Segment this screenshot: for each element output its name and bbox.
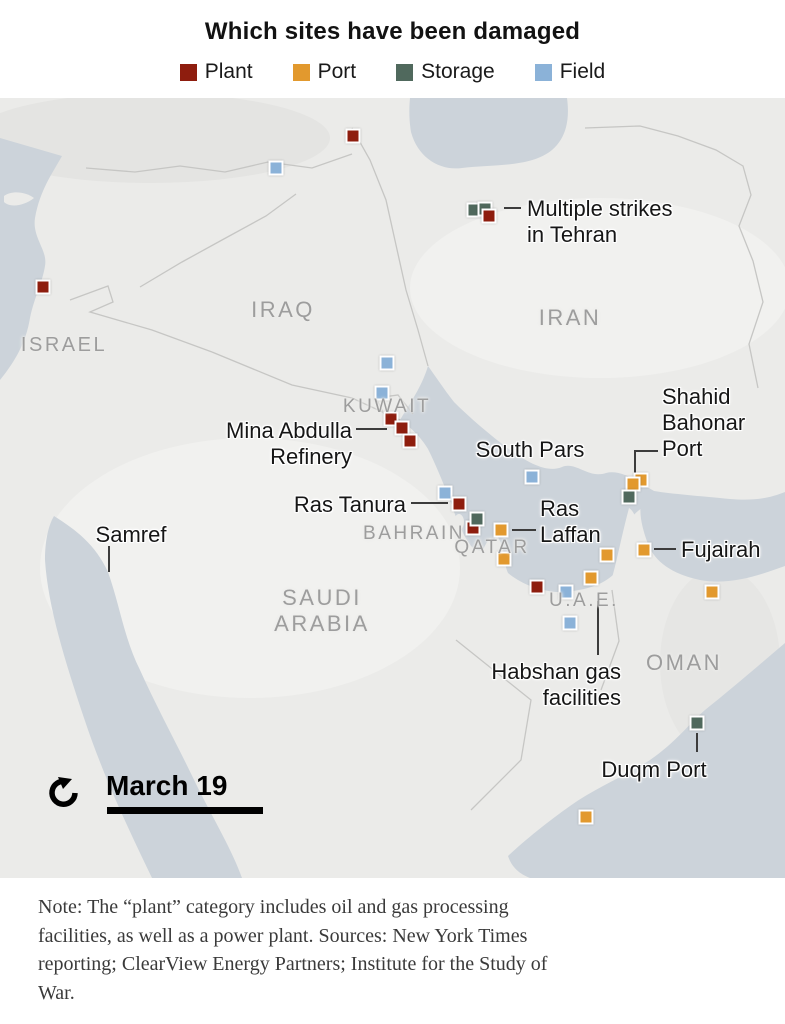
- timeline-progress-bar[interactable]: [107, 807, 263, 814]
- note-line: War.: [38, 981, 75, 1004]
- page-title: Which sites have been damaged: [204, 18, 581, 45]
- replay-icon[interactable]: [46, 774, 82, 810]
- legend-item-storage: Storage: [396, 60, 495, 84]
- plant-swatch-icon: [179, 63, 197, 81]
- legend: Plant Port Storage Field: [0, 60, 785, 84]
- relief-shading: [410, 198, 785, 378]
- islands-peninsulas: [4, 192, 647, 584]
- basemap: [0, 98, 785, 878]
- relief-shading: [0, 98, 330, 183]
- country-borders: [69, 125, 764, 811]
- timeline-date: March 19: [106, 770, 228, 801]
- storage-swatch-icon: [396, 63, 414, 81]
- legend-label: Plant: [204, 60, 253, 83]
- legend-item-plant: Plant: [179, 60, 253, 84]
- legend-item-port: Port: [292, 60, 357, 84]
- water: [0, 98, 785, 878]
- legend-label: Storage: [421, 60, 495, 83]
- relief-shading: [40, 438, 460, 698]
- port-swatch-icon: [292, 63, 310, 81]
- note-line: Note: The “plant” category includes oil …: [38, 896, 509, 918]
- legend-label: Field: [559, 60, 606, 83]
- source-note: Note: The “plant” category includes oil …: [38, 893, 762, 1007]
- legend-item-field: Field: [534, 60, 606, 84]
- note-line: facilities, as well as a power plant. So…: [38, 924, 528, 947]
- legend-label: Port: [317, 60, 357, 83]
- note-line: reporting; ClearView Energy Partners; In…: [38, 953, 548, 976]
- field-swatch-icon: [534, 63, 552, 81]
